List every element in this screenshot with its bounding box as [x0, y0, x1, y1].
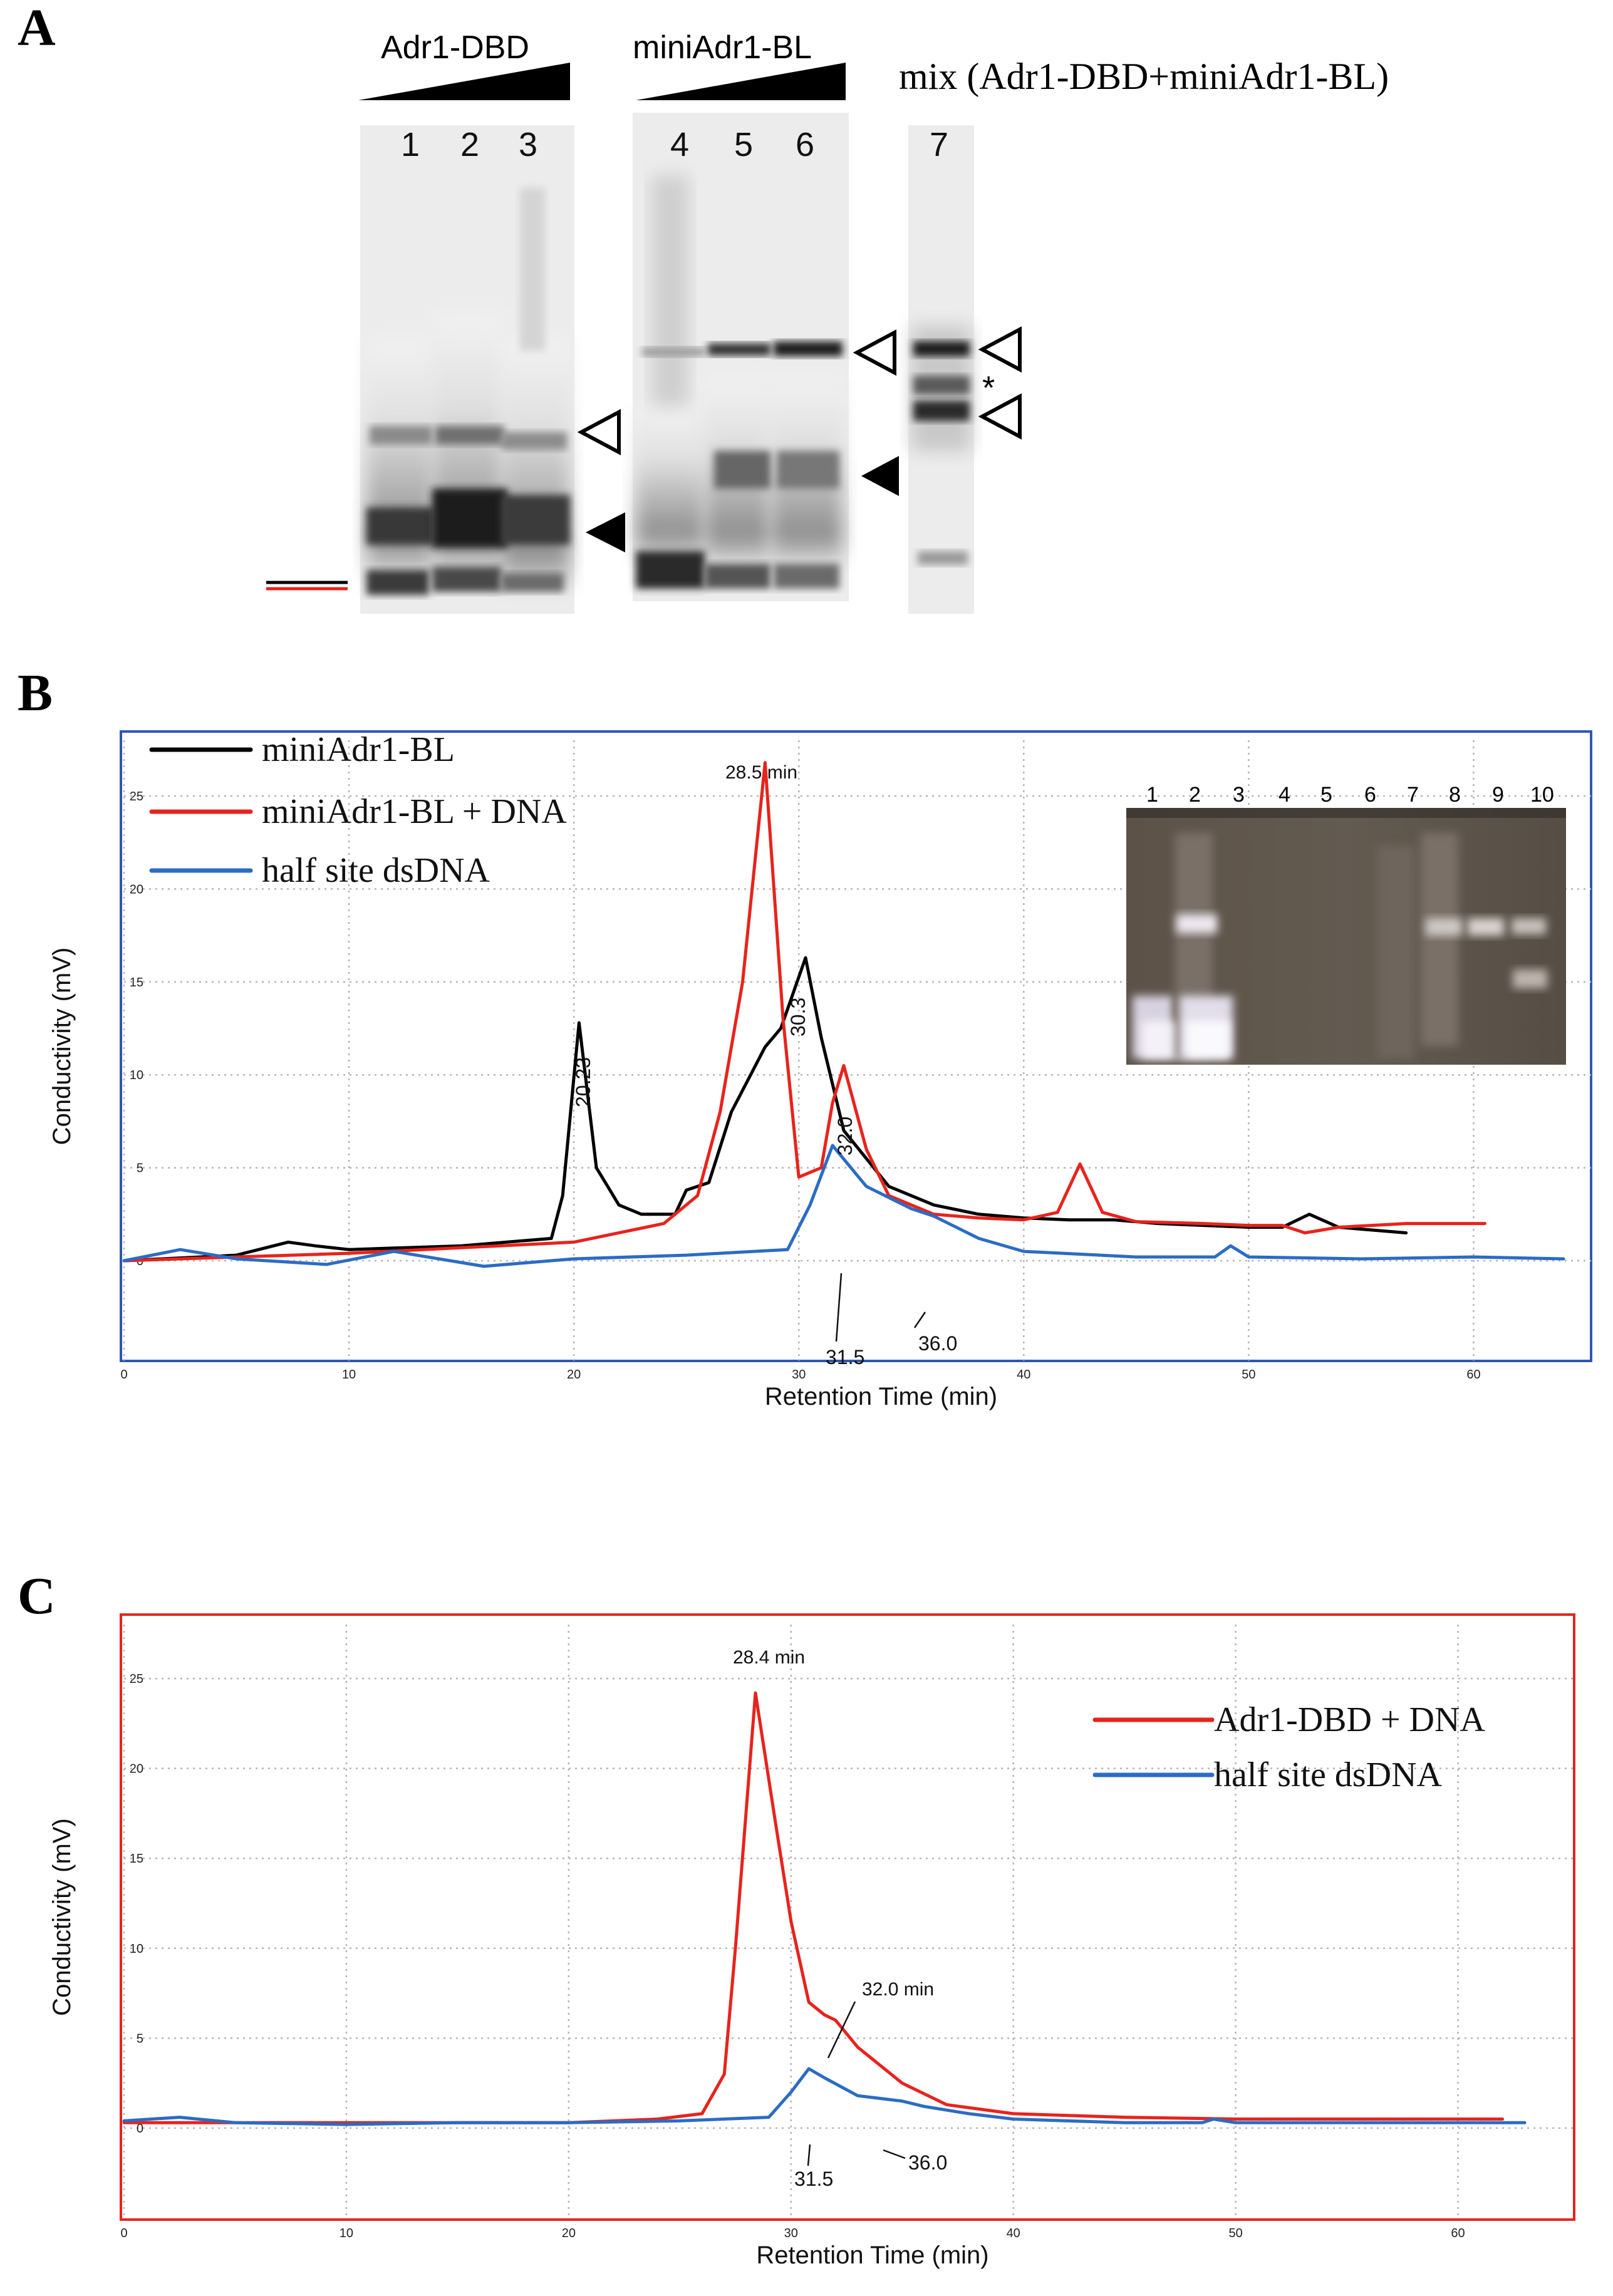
y-axis-label: Conductivity (mV)	[48, 1818, 76, 2016]
x-tick-label: 50	[1242, 1368, 1255, 1382]
inset-lane-number: 5	[1320, 783, 1332, 807]
gel-mix	[908, 125, 974, 614]
peak-annotation: 36.0	[908, 2151, 947, 2174]
x-tick-label: 40	[1007, 2226, 1020, 2240]
x-tick-label: 60	[1451, 2226, 1465, 2240]
gel-miniadr1-bl	[633, 113, 849, 601]
inset-lane-number: 2	[1189, 783, 1201, 807]
lane-number: 2	[460, 126, 480, 163]
wedge-adr1-dbd	[358, 63, 570, 100]
gel-title-adr1-dbd: Adr1-DBD	[381, 29, 529, 66]
inset-lane-number: 6	[1364, 783, 1376, 807]
gel-title-miniadr1-bl: miniAdr1-BL	[633, 29, 812, 66]
peak-annotation: 32.0	[834, 1117, 856, 1156]
peak-annotation: 28.5 min	[725, 762, 797, 783]
legend-label-miniadr1-bl: miniAdr1-BL	[262, 730, 455, 769]
series-line-half-site-dsdna	[122, 1144, 1565, 1268]
legend-label-adr1-dbd-dna: Adr1-DBD + DNA	[1214, 1700, 1485, 1739]
y-axis-label: Conductivity (mV)	[48, 948, 76, 1145]
x-tick-label: 40	[1017, 1368, 1030, 1382]
gel-adr1-dbd	[360, 125, 574, 614]
x-tick-label: 10	[342, 1368, 356, 1382]
x-tick-label: 20	[567, 1368, 581, 1382]
series-line-half-site-dsdna	[122, 2067, 1527, 2126]
gel-title-mix: mix (Adr1-DBD+miniAdr1-BL)	[899, 56, 1389, 97]
chart-panel-c: 0 10 20 30 40 50 60 0 5 10 15 20 25 Retention Time (m…	[48, 1613, 1575, 2269]
y-tick-label: 5	[137, 1162, 143, 1176]
peak-annotation: 30.3	[787, 998, 809, 1037]
y-tick-label: 20	[130, 1762, 143, 1776]
y-tick-label: 15	[130, 1852, 143, 1866]
open-arrow-gel1	[577, 409, 621, 455]
panel-a-gels	[266, 63, 1022, 614]
panel-b-letter: B	[18, 664, 53, 722]
x-tick-label: 30	[784, 2226, 798, 2240]
open-arrow-gel2	[853, 329, 896, 376]
panel-a-letter: A	[18, 0, 56, 57]
inset-lane-number: 1	[1146, 783, 1158, 807]
lane-number: 1	[401, 126, 420, 163]
y-tick-label: 15	[130, 976, 143, 990]
y-tick-label: 10	[130, 1942, 143, 1956]
lane-number: 7	[930, 126, 949, 163]
asterisk-label: *	[982, 370, 995, 406]
inset-lane-number: 8	[1449, 783, 1461, 807]
x-tick-label: 60	[1466, 1368, 1480, 1382]
x-axis-label: Retention Time (min)	[756, 2242, 988, 2269]
y-tick-label: 25	[130, 1672, 143, 1686]
legend-label-half-site-dsdna: half site dsDNA	[1214, 1756, 1443, 1794]
x-tick-label: 0	[120, 1368, 127, 1382]
wedge-miniadr1-bl	[636, 63, 846, 100]
annotation-leader	[807, 2144, 811, 2166]
inset-gel	[1126, 808, 1566, 1065]
peak-annotation: 32.0 min	[862, 1979, 934, 2000]
series-line-miniadr1-bl-dna	[122, 761, 1486, 1263]
x-tick-label: 10	[340, 2226, 353, 2240]
x-tick-label: 30	[792, 1368, 806, 1382]
annotation-leader	[835, 1273, 843, 1342]
panel-c-letter: C	[18, 1567, 56, 1625]
y-tick-label: 20	[130, 882, 143, 896]
x-tick-label: 20	[562, 2226, 576, 2240]
peak-annotation: 36.0	[918, 1332, 957, 1355]
lane-number: 6	[796, 126, 815, 163]
lane-number: 3	[519, 126, 538, 163]
legend-label-half-site-dsdna: half site dsDNA	[262, 851, 490, 890]
open-arrow-gel3-top	[978, 326, 1022, 373]
filled-arrow-gel2	[861, 456, 899, 496]
annotation-leader	[883, 2149, 906, 2159]
inset-lane-number: 3	[1233, 783, 1245, 807]
peak-annotation: 20.23	[572, 1057, 594, 1107]
inset-lane-number: 10	[1530, 783, 1554, 807]
y-tick-label: 25	[130, 790, 143, 804]
x-axis-label: Retention Time (min)	[765, 1383, 997, 1410]
peak-annotation: 28.4 min	[733, 1647, 805, 1668]
filled-arrow-gel1	[586, 512, 625, 552]
annotation-leader	[913, 1311, 926, 1328]
inset-lane-number: 9	[1492, 783, 1504, 807]
legend-label-miniadr1-bl-dna: miniAdr1-BL + DNA	[262, 792, 567, 831]
x-tick-label: 0	[120, 2226, 127, 2240]
y-tick-label: 10	[130, 1068, 143, 1082]
inset-gel-lane-labels: 1 2 3 4 5 6 7 8 9 10	[1126, 783, 1566, 808]
peak-annotation: 31.5	[826, 1346, 864, 1368]
inset-lane-number: 7	[1407, 783, 1419, 807]
open-arrow-gel3-bottom	[978, 393, 1022, 440]
y-tick-label: 0	[137, 2122, 143, 2136]
y-tick-label: 5	[137, 2032, 143, 2045]
inset-lane-number: 4	[1278, 783, 1290, 807]
x-tick-label: 50	[1228, 2226, 1242, 2240]
lane-number: 5	[734, 126, 754, 163]
lane-number: 4	[670, 126, 690, 163]
annotation-leader	[827, 2001, 856, 2059]
peak-annotation: 31.5	[794, 2168, 833, 2190]
